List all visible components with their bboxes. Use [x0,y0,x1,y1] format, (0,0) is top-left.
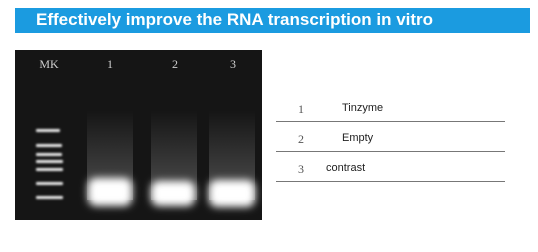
row-number: 1 [298,102,304,116]
lane-label: 2 [172,57,178,71]
sample-bands [87,110,255,207]
table-row: 3 contrast [276,152,505,182]
row-number: 2 [298,132,304,146]
title-banner: Effectively improve the RNA transcriptio… [15,8,530,33]
lane-label: 3 [230,57,236,71]
row-label: Empty [342,132,374,144]
row-number: 3 [298,162,304,176]
gel-image: MK 1 2 3 [15,50,262,220]
row-label: contrast [326,162,366,174]
legend-table: 1 Tinzyme 2 Empty 3 contrast [276,92,505,182]
table-row: 1 Tinzyme [276,92,505,122]
title: Effectively improve the RNA transcriptio… [36,10,434,29]
table-row: 2 Empty [276,122,505,152]
marker-bands [36,129,63,199]
lane-label: 1 [107,57,113,71]
lane-label: MK [39,57,59,71]
row-label: Tinzyme [342,102,384,114]
